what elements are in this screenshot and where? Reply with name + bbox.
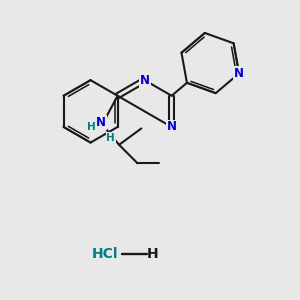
- Text: N: N: [234, 67, 244, 80]
- Text: H: H: [87, 122, 96, 132]
- Text: HCl: HCl: [92, 247, 119, 261]
- Text: N: N: [96, 116, 106, 129]
- Text: N: N: [140, 74, 150, 87]
- Text: H: H: [147, 247, 159, 261]
- Text: N: N: [167, 121, 177, 134]
- Text: H: H: [106, 133, 115, 143]
